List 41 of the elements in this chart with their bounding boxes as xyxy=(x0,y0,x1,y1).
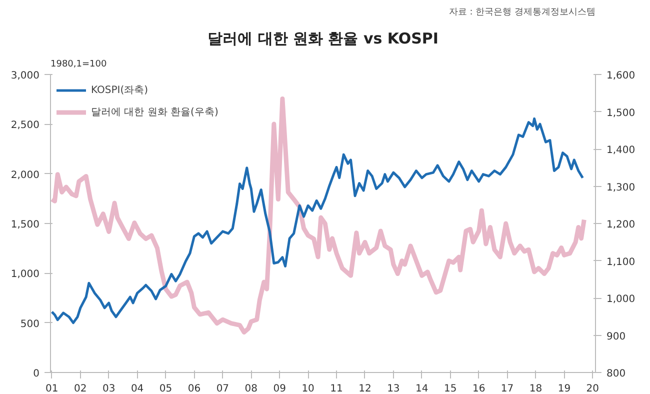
x-tick-label: 13 xyxy=(387,384,400,394)
y2-tick-label: 1,600 xyxy=(606,70,636,82)
x-tick-label: 06 xyxy=(188,384,201,394)
x-tick-label: 09 xyxy=(273,384,286,394)
y2-tick-label: 1,000 xyxy=(606,294,636,305)
y-tick-label: 3,000 xyxy=(10,70,40,82)
x-tick-label: 02 xyxy=(74,384,87,394)
y-tick-label: 1,500 xyxy=(10,220,40,230)
legend-label: KOSPI(좌축) xyxy=(91,84,148,97)
x-tick-label: 10 xyxy=(302,384,314,394)
y-tick-label: 2,500 xyxy=(10,120,40,132)
x-tick-label: 08 xyxy=(244,384,258,394)
y2-tick-label: 900 xyxy=(606,331,626,342)
x-tick-label: 03 xyxy=(102,384,116,394)
text: 1980,1=100 xyxy=(50,60,107,70)
x-tick-label: 04 xyxy=(130,384,144,394)
x-tick-label: 11 xyxy=(330,384,343,394)
legend-label: 달러에 대한 원화 환율(우축) xyxy=(91,106,218,119)
x-tick-label: 17 xyxy=(500,384,514,394)
x-tick-label: 01 xyxy=(46,384,58,394)
x-tick-label: 07 xyxy=(216,384,230,394)
x-tick-label: 18 xyxy=(529,384,542,394)
x-tick-label: 19 xyxy=(558,384,571,394)
x-tick-label: 14 xyxy=(416,384,428,394)
y-tick-label: 2,000 xyxy=(10,170,40,181)
y2-tick-label: 1,400 xyxy=(606,145,636,156)
y2-tick-label: 1,200 xyxy=(606,220,636,230)
y2-tick-label: 1,100 xyxy=(606,256,636,268)
y-tick-label: 0 xyxy=(33,368,40,380)
text: 자료 : 한국은행 경제통계정보시스템 xyxy=(448,8,596,18)
x-tick-label: 12 xyxy=(358,384,372,394)
chart-title: 달러에 대한 원화 환율 vs KOSPI xyxy=(208,30,438,48)
y-tick-label: 1,000 xyxy=(10,269,40,280)
x-tick-label: 16 xyxy=(472,384,486,394)
x-tick-label: 15 xyxy=(444,384,457,394)
y2-tick-label: 1,300 xyxy=(606,182,636,194)
x-tick-label: 20 xyxy=(586,384,600,394)
y2-tick-label: 1,500 xyxy=(606,108,636,119)
y-tick-label: 500 xyxy=(20,318,40,330)
y2-tick-label: 800 xyxy=(606,368,626,380)
x-tick-label: 05 xyxy=(159,384,172,394)
